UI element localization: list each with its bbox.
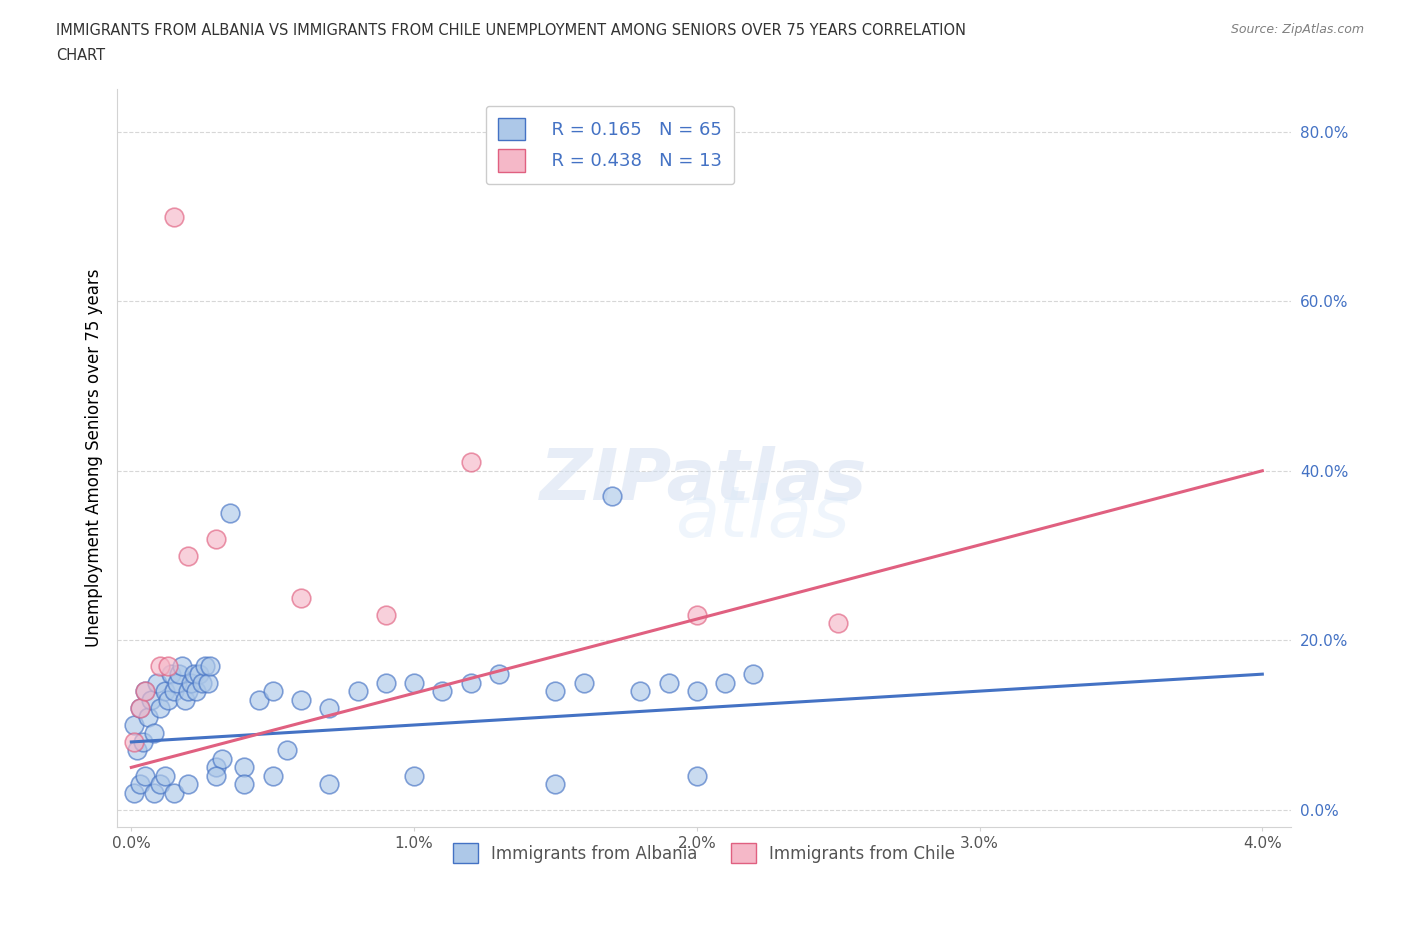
Point bbox=[157, 658, 180, 673]
Point bbox=[155, 768, 177, 783]
Point bbox=[572, 675, 595, 690]
Point bbox=[742, 667, 765, 682]
Point bbox=[131, 735, 153, 750]
Point bbox=[600, 489, 623, 504]
Point bbox=[128, 777, 150, 791]
Point bbox=[205, 768, 228, 783]
Point bbox=[186, 684, 208, 698]
Point bbox=[163, 209, 186, 224]
Point bbox=[318, 777, 340, 791]
Point bbox=[205, 531, 228, 546]
Point bbox=[160, 667, 183, 682]
Text: IMMIGRANTS FROM ALBANIA VS IMMIGRANTS FROM CHILE UNEMPLOYMENT AMONG SENIORS OVER: IMMIGRANTS FROM ALBANIA VS IMMIGRANTS FR… bbox=[56, 23, 966, 38]
Point bbox=[219, 506, 242, 521]
Point bbox=[211, 751, 233, 766]
Point bbox=[149, 700, 172, 715]
Point bbox=[318, 700, 340, 715]
Point bbox=[149, 658, 172, 673]
Point bbox=[374, 675, 396, 690]
Point bbox=[262, 684, 284, 698]
Point bbox=[346, 684, 368, 698]
Point bbox=[183, 667, 205, 682]
Point bbox=[262, 768, 284, 783]
Point bbox=[197, 675, 219, 690]
Point bbox=[488, 667, 510, 682]
Point bbox=[194, 658, 217, 673]
Point bbox=[628, 684, 651, 698]
Point bbox=[128, 700, 150, 715]
Point bbox=[122, 718, 145, 733]
Point bbox=[166, 675, 188, 690]
Point bbox=[169, 667, 191, 682]
Point bbox=[827, 616, 849, 631]
Point bbox=[136, 709, 159, 724]
Point bbox=[686, 607, 709, 622]
Text: ZIPatlas: ZIPatlas bbox=[540, 445, 868, 514]
Point bbox=[404, 675, 426, 690]
Point bbox=[544, 777, 567, 791]
Point bbox=[125, 743, 148, 758]
Point bbox=[146, 675, 169, 690]
Point bbox=[374, 607, 396, 622]
Point bbox=[233, 760, 256, 775]
Point bbox=[139, 692, 162, 707]
Point bbox=[177, 777, 200, 791]
Point bbox=[200, 658, 222, 673]
Point bbox=[404, 768, 426, 783]
Point bbox=[172, 658, 194, 673]
Text: Source: ZipAtlas.com: Source: ZipAtlas.com bbox=[1230, 23, 1364, 36]
Point bbox=[460, 675, 482, 690]
Point bbox=[134, 684, 156, 698]
Point bbox=[432, 684, 454, 698]
Point bbox=[714, 675, 737, 690]
Point bbox=[290, 692, 312, 707]
Point bbox=[686, 684, 709, 698]
Point bbox=[460, 455, 482, 470]
Point bbox=[276, 743, 298, 758]
Point bbox=[142, 726, 165, 741]
Point bbox=[157, 692, 180, 707]
Point bbox=[155, 684, 177, 698]
Point bbox=[122, 785, 145, 800]
Point bbox=[191, 675, 214, 690]
Point bbox=[686, 768, 709, 783]
Point bbox=[134, 768, 156, 783]
Point bbox=[174, 692, 197, 707]
Point bbox=[290, 591, 312, 605]
Point bbox=[188, 667, 211, 682]
Y-axis label: Unemployment Among Seniors over 75 years: Unemployment Among Seniors over 75 years bbox=[86, 269, 103, 647]
Point bbox=[205, 760, 228, 775]
Point bbox=[180, 675, 202, 690]
Point bbox=[134, 684, 156, 698]
Point bbox=[149, 777, 172, 791]
Point bbox=[233, 777, 256, 791]
Point bbox=[657, 675, 679, 690]
Point bbox=[177, 684, 200, 698]
Point bbox=[122, 735, 145, 750]
Point bbox=[177, 548, 200, 563]
Point bbox=[128, 700, 150, 715]
Text: atlas: atlas bbox=[675, 483, 849, 551]
Point bbox=[163, 684, 186, 698]
Legend: Immigrants from Albania, Immigrants from Chile: Immigrants from Albania, Immigrants from… bbox=[446, 836, 962, 870]
Point bbox=[247, 692, 270, 707]
Point bbox=[544, 684, 567, 698]
Point bbox=[142, 785, 165, 800]
Text: CHART: CHART bbox=[56, 48, 105, 63]
Point bbox=[163, 785, 186, 800]
